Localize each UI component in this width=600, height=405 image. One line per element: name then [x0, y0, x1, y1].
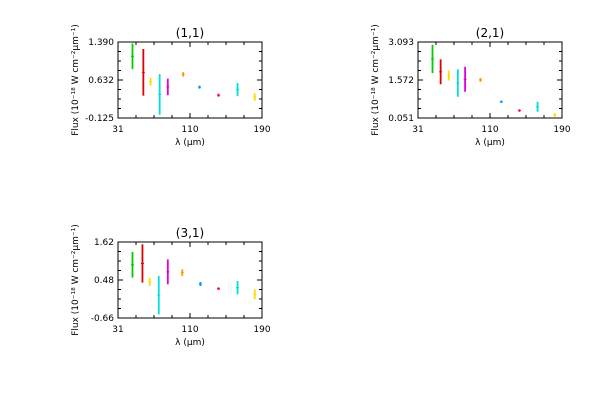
- x-tick-label: 190: [253, 325, 270, 335]
- y-tick-label: 1.62: [94, 238, 114, 248]
- y-tick-label: 1.390: [88, 38, 114, 48]
- chart-panel-3: (3,1) 31 110 190 1.62 0.48 -0.66 λ (μm) Flux (10…: [71, 224, 271, 348]
- y-axis-label: Flux (10⁻¹⁸ W cm⁻²μm⁻¹): [71, 224, 81, 336]
- x-tick-label: 110: [181, 325, 198, 335]
- chart-panel-2: (2,1) 31 110 190 3.093 1.572 0.051 λ (μm) Flux (…: [371, 24, 571, 148]
- x-axis-label: λ (μm): [175, 338, 205, 348]
- plot-frame: [417, 41, 563, 119]
- x-axis-label: λ (μm): [475, 138, 505, 148]
- y-tick-label: -0.125: [85, 114, 114, 124]
- x-tick-label: 190: [253, 125, 270, 135]
- chart-title: (2,1): [476, 26, 504, 40]
- x-tick-label: 110: [481, 125, 498, 135]
- y-tick-label: 0.632: [88, 76, 114, 86]
- y-axis-label: Flux (10⁻¹⁸ W cm⁻²μm⁻¹): [71, 24, 81, 136]
- y-tick-label: -0.66: [91, 314, 115, 324]
- x-tick-label: 110: [181, 125, 198, 135]
- chart-title: (3,1): [176, 226, 204, 240]
- x-axis-label: λ (μm): [175, 138, 205, 148]
- chart-title: (1,1): [176, 26, 204, 40]
- plot-frame: [117, 241, 263, 319]
- x-tick-label: 31: [112, 325, 123, 335]
- chart-panel-1: (1,1) 31 110 190 1.390 0.632 -0.125 λ (μm) Flux …: [71, 24, 271, 148]
- x-tick-label: 31: [112, 125, 123, 135]
- x-tick-label: 190: [553, 125, 570, 135]
- x-tick-label: 31: [412, 125, 423, 135]
- plot-frame: [117, 41, 263, 119]
- y-axis-label: Flux (10⁻¹⁸ W cm⁻²μm⁻¹): [371, 24, 381, 136]
- y-tick-label: 0.051: [388, 114, 414, 124]
- y-tick-label: 3.093: [388, 38, 414, 48]
- y-tick-label: 0.48: [94, 276, 114, 286]
- y-tick-label: 1.572: [388, 76, 414, 86]
